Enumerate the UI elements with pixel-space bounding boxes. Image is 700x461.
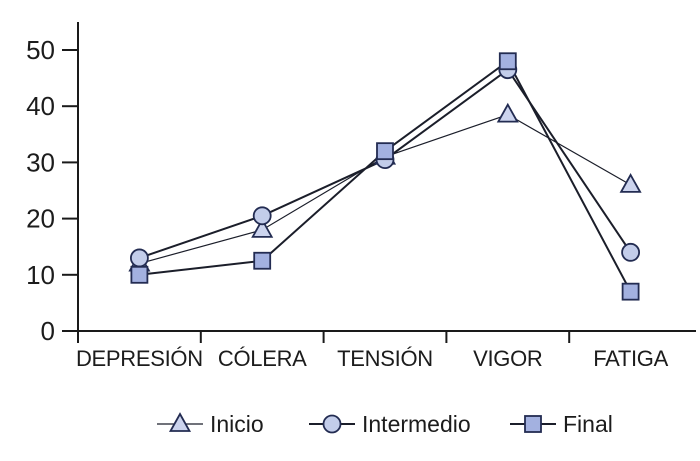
series-line-final — [139, 59, 632, 293]
marker-triangle-inicio — [251, 217, 274, 238]
x-category-label: CÓLERA — [218, 346, 307, 371]
legend-label: Final — [563, 411, 613, 437]
marker-square-final — [498, 52, 517, 71]
marker-circle-intermedio — [252, 206, 272, 226]
legend-item-intermedio: Intermedio — [309, 411, 471, 437]
x-category-label: DEPRESIÓN — [76, 346, 203, 371]
legend-item-inicio: Inicio — [157, 411, 264, 437]
legend-item-final: Final — [510, 411, 613, 437]
marker-square-final — [253, 251, 272, 270]
marker-triangle-inicio — [619, 173, 642, 193]
legend-square-icon — [524, 415, 542, 433]
marker-square-final — [376, 142, 394, 161]
marker-square-final — [130, 265, 149, 284]
y-tick-label: 20 — [26, 204, 55, 234]
legend-label: Intermedio — [362, 411, 471, 437]
series-line-inicio — [139, 113, 631, 265]
legend-circle-icon — [322, 414, 342, 434]
legend-triangle-icon — [168, 412, 192, 432]
y-tick-label: 50 — [26, 35, 55, 65]
x-category-label: FATIGA — [593, 346, 668, 371]
marker-circle-intermedio — [129, 248, 149, 268]
y-tick-label: 0 — [41, 316, 55, 346]
marker-square-final — [621, 282, 640, 301]
y-tick-label: 40 — [26, 91, 55, 121]
x-category-label: VIGOR — [473, 346, 542, 371]
marker-triangle-inicio — [496, 102, 519, 123]
legend-label: Inicio — [210, 411, 264, 437]
x-category-label: TENSIÓN — [337, 346, 433, 371]
y-tick-label: 30 — [26, 147, 55, 177]
y-tick-label: 10 — [26, 260, 55, 290]
marker-circle-intermedio — [621, 242, 640, 262]
